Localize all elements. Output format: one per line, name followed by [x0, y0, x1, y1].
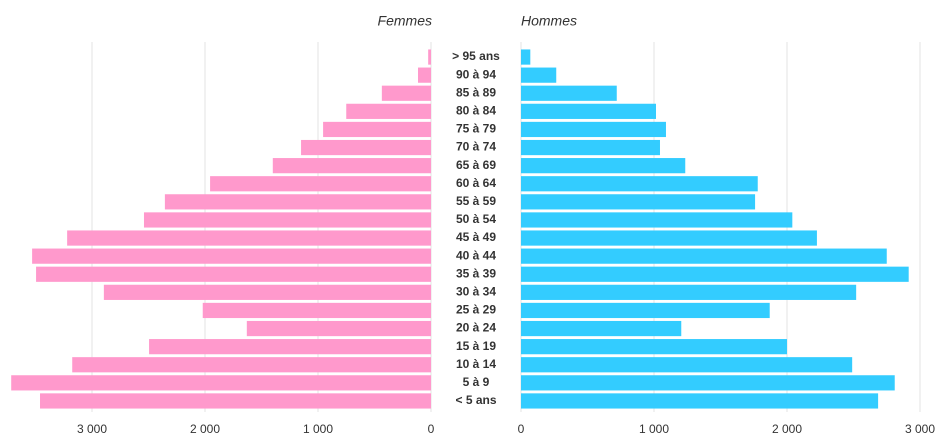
bar: [67, 230, 431, 246]
bar: [521, 230, 817, 246]
bar: [521, 320, 682, 337]
bar: [521, 139, 660, 156]
bar: [246, 320, 431, 337]
bar: [521, 85, 617, 101]
x-tick-label: 0: [428, 422, 435, 436]
bar: [72, 357, 431, 373]
category-label: 70 à 74: [456, 140, 496, 154]
category-label: > 95 ans: [452, 49, 500, 63]
bar: [164, 194, 431, 210]
category-label: 80 à 84: [456, 104, 496, 118]
bar: [521, 121, 666, 138]
category-label: 55 à 59: [456, 194, 496, 208]
bar: [521, 212, 793, 228]
bar: [418, 67, 431, 83]
bar: [521, 194, 756, 210]
category-label: 10 à 14: [456, 357, 496, 371]
bar: [149, 339, 431, 355]
bar: [521, 375, 895, 391]
legend-right: Hommes: [521, 13, 577, 29]
category-label: 50 à 54: [456, 212, 496, 226]
bar: [272, 158, 431, 174]
bar: [521, 357, 853, 373]
bar: [521, 248, 887, 264]
x-tick-label: 3 000: [77, 422, 107, 436]
category-label: 15 à 19: [456, 339, 496, 353]
bar: [11, 375, 432, 391]
bar: [143, 212, 432, 228]
bar: [521, 158, 686, 174]
bar: [36, 266, 431, 282]
category-label: 25 à 29: [456, 303, 496, 317]
category-label: 35 à 39: [456, 266, 496, 280]
category-label: 5 à 9: [463, 375, 490, 389]
category-label: 75 à 79: [456, 122, 496, 136]
bar: [428, 49, 431, 65]
x-tick-label: 2 000: [190, 422, 220, 436]
bar: [521, 284, 857, 300]
category-label: 85 à 89: [456, 85, 496, 99]
bar: [346, 103, 431, 119]
x-tick-label: 3 000: [905, 422, 935, 436]
bar: [323, 121, 431, 138]
x-tick-label: 0: [518, 422, 525, 436]
bar: [103, 284, 432, 300]
category-label: 20 à 24: [456, 321, 496, 335]
bar: [521, 266, 909, 282]
x-tick-label: 2 000: [772, 422, 802, 436]
bar: [32, 248, 432, 264]
bar: [202, 302, 431, 319]
bar: [521, 49, 531, 65]
bar: [521, 176, 758, 192]
bar: [301, 139, 431, 156]
category-label: 60 à 64: [456, 176, 496, 190]
bar: [521, 67, 557, 83]
category-label: 40 à 44: [456, 248, 496, 262]
legend-left: Femmes: [378, 13, 432, 29]
category-label: 45 à 49: [456, 230, 496, 244]
bar: [521, 302, 770, 319]
category-label: 65 à 69: [456, 158, 496, 172]
category-label: 90 à 94: [456, 67, 496, 81]
category-label: < 5 ans: [455, 393, 496, 407]
x-tick-label: 1 000: [303, 422, 333, 436]
bar: [40, 393, 432, 409]
x-tick-label: 1 000: [639, 422, 669, 436]
bar: [521, 339, 787, 355]
bar: [521, 103, 656, 119]
bar: [381, 85, 431, 101]
bar: [210, 176, 431, 192]
category-label: 30 à 34: [456, 285, 496, 299]
bar: [521, 393, 879, 409]
